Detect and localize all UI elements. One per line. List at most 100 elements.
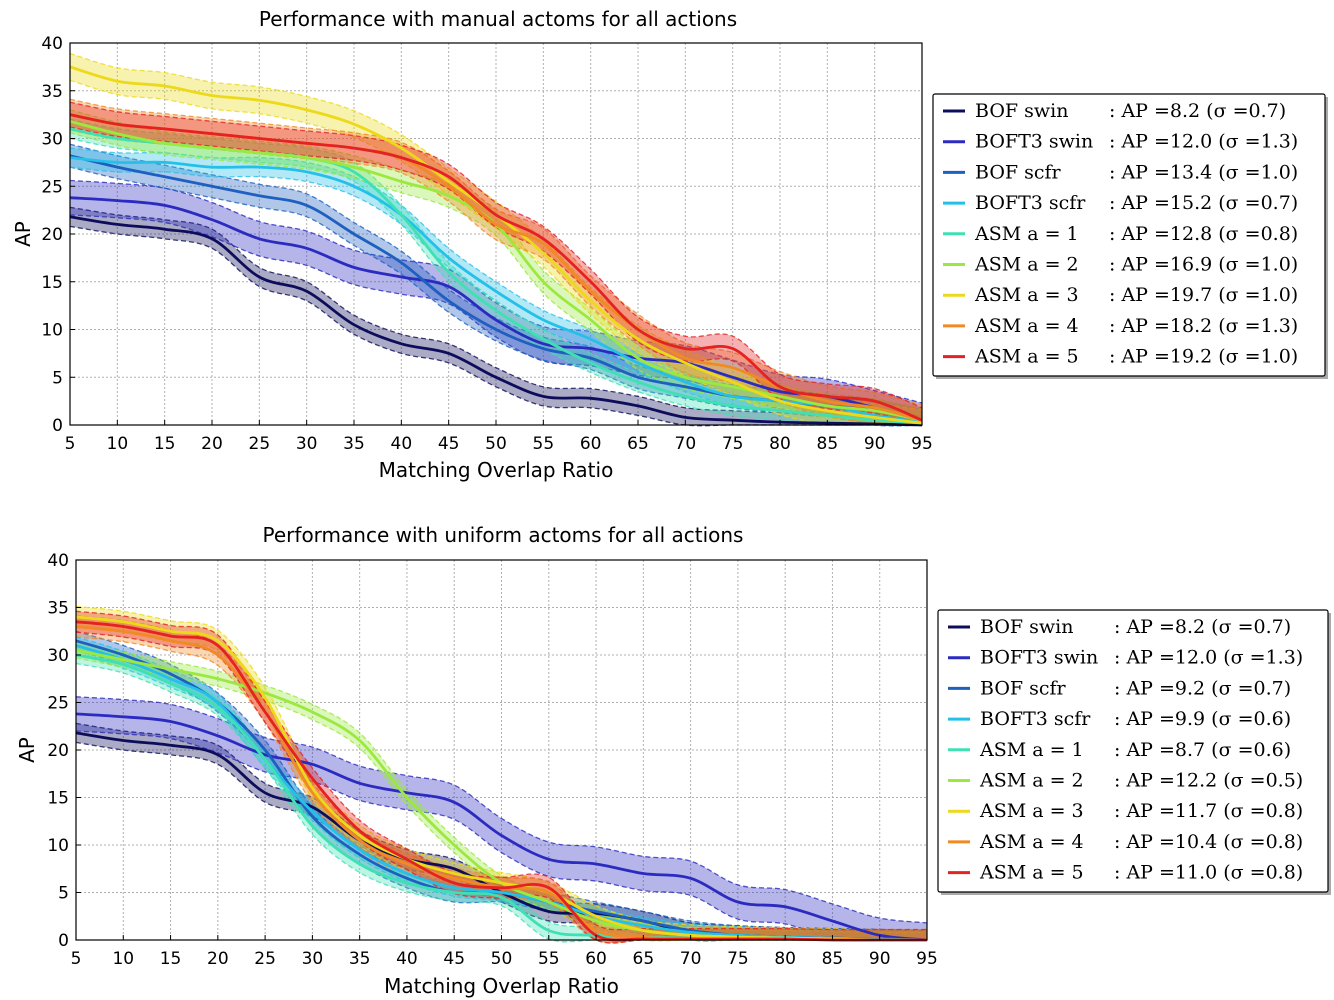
x-tick-label: 80 (774, 949, 796, 969)
x-tick-label: 55 (538, 949, 560, 969)
legend-stat-9: : AP =19.2 (σ =1.0) (1109, 346, 1298, 368)
legend-name-9: ASM a = 5 (974, 346, 1079, 368)
y-tick-label: 20 (47, 741, 69, 761)
legend: BOF swin : AP =8.2 (σ =0.7) BOFT3 swin : AP… (933, 94, 1328, 379)
x-tick-label: 45 (443, 949, 465, 969)
x-tick-label: 85 (817, 434, 839, 454)
legend-stat-2: : AP =12.0 (σ =1.3) (1114, 647, 1303, 669)
x-axis-label: Matching Overlap Ratio (384, 974, 619, 998)
legend-name-5: ASM a = 1 (979, 739, 1084, 761)
x-tick-label: 45 (438, 434, 460, 454)
y-axis-label: AP (15, 737, 39, 763)
y-tick-label: 10 (47, 836, 69, 856)
x-tick-label: 20 (207, 949, 229, 969)
y-tick-label: 5 (58, 884, 69, 904)
y-tick-label: 0 (52, 416, 63, 436)
legend-name-7: ASM a = 3 (979, 800, 1084, 822)
legend-name-2: BOFT3 swin (980, 647, 1098, 669)
legend-stat-6: : AP =12.2 (σ =0.5) (1114, 770, 1303, 792)
legend-stat-9: : AP =11.0 (σ =0.8) (1114, 862, 1303, 884)
y-tick-label: 30 (41, 130, 63, 150)
x-tick-label: 65 (633, 949, 655, 969)
x-tick-label: 40 (391, 434, 413, 454)
x-tick-label: 5 (65, 434, 76, 454)
y-tick-label: 0 (58, 931, 69, 951)
legend-stat-3: : AP =9.2 (σ =0.7) (1114, 677, 1291, 699)
y-tick-label: 20 (41, 225, 63, 245)
x-tick-label: 15 (160, 949, 182, 969)
y-tick-label: 25 (41, 177, 63, 197)
legend-name-4: BOFT3 scfr (975, 192, 1086, 214)
legend-stat-1: : AP =8.2 (σ =0.7) (1114, 616, 1291, 638)
y-tick-label: 15 (41, 273, 63, 293)
legend-name-3: BOF scfr (975, 161, 1062, 183)
legend-name-1: BOF swin (975, 100, 1068, 122)
legend-stat-8: : AP =10.4 (σ =0.8) (1114, 831, 1303, 853)
x-tick-label: 75 (722, 434, 744, 454)
x-tick-label: 60 (580, 434, 602, 454)
x-tick-label: 70 (675, 434, 697, 454)
x-tick-label: 10 (107, 434, 129, 454)
chart-title: Performance with uniform actoms for all … (263, 523, 744, 547)
y-axis-label: AP (11, 221, 35, 247)
legend-stat-8: : AP =18.2 (σ =1.3) (1109, 315, 1298, 337)
x-tick-label: 50 (485, 434, 507, 454)
legend-stat-5: : AP =12.8 (σ =0.8) (1109, 223, 1298, 245)
y-tick-label: 35 (47, 599, 69, 619)
chart-title: Performance with manual actoms for all a… (259, 7, 737, 31)
x-tick-label: 35 (343, 434, 365, 454)
y-tick-label: 30 (47, 646, 69, 666)
y-tick-label: 40 (41, 34, 63, 54)
legend-name-6: ASM a = 2 (974, 254, 1079, 276)
legend-stat-7: : AP =11.7 (σ =0.8) (1114, 800, 1303, 822)
legend-name-5: ASM a = 1 (974, 223, 1079, 245)
legend-name-8: ASM a = 4 (979, 831, 1084, 853)
x-tick-label: 35 (349, 949, 371, 969)
legend-name-2: BOFT3 swin (975, 131, 1093, 153)
legend-name-8: ASM a = 4 (974, 315, 1079, 337)
x-tick-label: 80 (769, 434, 791, 454)
x-tick-label: 75 (727, 949, 749, 969)
legend-name-9: ASM a = 5 (979, 862, 1084, 884)
x-axis-label: Matching Overlap Ratio (379, 458, 614, 482)
x-tick-label: 25 (254, 949, 276, 969)
chart-1: Performance with manual actoms for all a… (11, 7, 1328, 482)
x-tick-label: 90 (869, 949, 891, 969)
x-tick-label: 90 (864, 434, 886, 454)
x-tick-label: 60 (585, 949, 607, 969)
x-tick-label: 65 (627, 434, 649, 454)
x-tick-label: 30 (302, 949, 324, 969)
legend-stat-1: : AP =8.2 (σ =0.7) (1109, 100, 1286, 122)
legend-name-7: ASM a = 3 (974, 284, 1079, 306)
y-tick-label: 10 (41, 321, 63, 341)
legend-stat-3: : AP =13.4 (σ =1.0) (1109, 161, 1298, 183)
x-tick-label: 40 (396, 949, 418, 969)
y-tick-label: 25 (47, 694, 69, 714)
legend-stat-6: : AP =16.9 (σ =1.0) (1109, 254, 1298, 276)
y-tick-label: 40 (47, 551, 69, 571)
legend-name-3: BOF scfr (980, 677, 1067, 699)
legend-stat-4: : AP =9.9 (σ =0.6) (1114, 708, 1291, 730)
x-tick-label: 30 (296, 434, 318, 454)
x-tick-label: 10 (112, 949, 134, 969)
x-tick-label: 55 (533, 434, 555, 454)
legend: BOF swin : AP =8.2 (σ =0.7) BOFT3 swin : AP… (938, 610, 1331, 895)
legend-name-6: ASM a = 2 (979, 770, 1084, 792)
x-tick-label: 95 (916, 949, 938, 969)
x-tick-label: 70 (680, 949, 702, 969)
x-tick-label: 15 (154, 434, 176, 454)
x-tick-label: 20 (201, 434, 223, 454)
legend-name-4: BOFT3 scfr (980, 708, 1091, 730)
legend-stat-4: : AP =15.2 (σ =0.7) (1109, 192, 1298, 214)
y-tick-label: 15 (47, 789, 69, 809)
legend-name-1: BOF swin (980, 616, 1073, 638)
x-tick-label: 25 (249, 434, 271, 454)
legend-stat-7: : AP =19.7 (σ =1.0) (1109, 284, 1298, 306)
chart-2: Performance with uniform actoms for all … (15, 523, 1331, 998)
x-tick-label: 5 (71, 949, 82, 969)
y-tick-label: 35 (41, 82, 63, 102)
x-tick-label: 95 (911, 434, 933, 454)
legend-stat-2: : AP =12.0 (σ =1.3) (1109, 131, 1298, 153)
x-tick-label: 50 (491, 949, 513, 969)
